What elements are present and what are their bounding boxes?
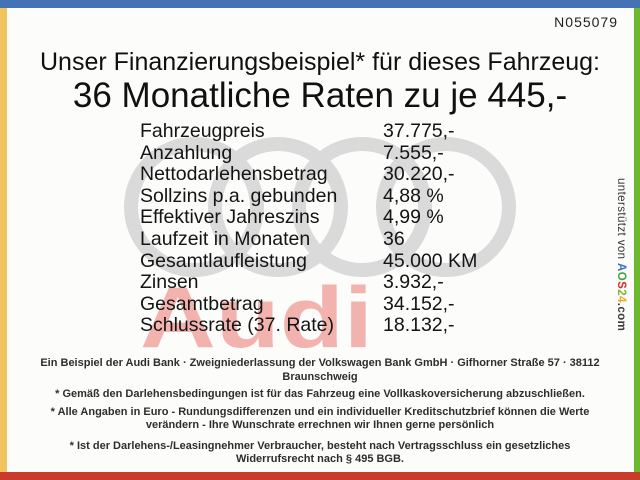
row-label: Fahrzeugpreis (140, 120, 265, 142)
table-row: Fahrzeugpreis 37.775,- (140, 120, 477, 143)
row-label: Laufzeit in Monaten (140, 227, 311, 250)
brand-letter: A (615, 263, 627, 272)
document-number: N055079 (554, 14, 618, 30)
row-label: Schlussrate (37. Rate) (140, 314, 335, 337)
table-row: Gesamtbetrag 34.152,- (140, 292, 477, 316)
row-value: 30.220,- (383, 163, 455, 186)
brand-letter: O (615, 271, 627, 282)
row-value: 4,88 % (383, 184, 444, 207)
row-label: Gesamtlaufleistung (140, 249, 307, 272)
brand-letter: 4 (615, 295, 627, 303)
finance-table: Fahrzeugpreis 37.775,- Anzahlung 7.555,-… (140, 120, 478, 337)
row-value: 18.132,- (383, 314, 455, 337)
row-label: Gesamtbetrag (140, 292, 264, 315)
legal-footer: Ein Beispiel der Audi Bank · Zweignieder… (30, 357, 610, 471)
page-subtitle: 36 Monatliche Raten zu je 445,- (72, 76, 568, 115)
row-value: 4,99 % (383, 206, 444, 229)
footer-line-vollkasko: * Gemäß den Darlehensbedingungen ist für… (55, 388, 585, 400)
brand-letter: 2 (615, 289, 627, 296)
table-row: Nettodarlehensbetrag 30.220,- (140, 164, 477, 186)
frame-border-top (0, 0, 640, 8)
table-row: Laufzeit in Monaten 36 (140, 227, 477, 251)
audi-text-watermark: Audi (140, 270, 373, 366)
row-value: 34.152,- (383, 292, 455, 315)
attribution-suffix: .com (615, 302, 627, 332)
attribution-vertical-text: unterstützt von AOS24.com (615, 178, 627, 331)
page-title: Unser Finanzierungsbeispiel* für dieses … (39, 48, 600, 76)
footer-line-angaben: * Alle Angaben in Euro - Rundungsdiffere… (50, 405, 590, 432)
row-label: Sollzins p.a. gebunden (140, 184, 338, 207)
row-label: Anzahlung (140, 141, 233, 164)
frame-border-right (634, 8, 640, 472)
table-row: Sollzins p.a. gebunden 4,88 % (140, 184, 477, 208)
row-value: 45.000 KM (383, 249, 478, 272)
attribution-prefix: unterstützt von (615, 178, 627, 264)
row-value: 3.932,- (383, 271, 444, 294)
row-label: Nettodarlehensbetrag (140, 163, 328, 186)
frame-border-bottom (0, 472, 640, 480)
table-row: Zinsen 3.932,- (140, 272, 477, 294)
footer-line-bank: Ein Beispiel der Audi Bank · Zweignieder… (40, 357, 600, 383)
row-label: Effektiver Jahreszins (140, 206, 320, 229)
table-row: Schlussrate (37. Rate) 18.132,- (140, 315, 477, 337)
row-value: 37.775,- (383, 120, 455, 142)
row-value: 36 (383, 227, 405, 250)
table-row: Effektiver Jahreszins 4,99 % (140, 207, 477, 229)
table-row: Anzahlung 7.555,- (140, 141, 477, 165)
table-row: Gesamtlaufleistung 45.000 KM (140, 249, 478, 273)
brand-letter: S (615, 281, 627, 290)
row-label: Zinsen (140, 271, 199, 294)
audi-rings-icon (124, 137, 516, 277)
row-value: 7.555,- (383, 141, 444, 164)
footer-line-widerruf: * Ist der Darlehens-/Leasingnehmer Verbr… (69, 439, 571, 466)
frame-border-left (0, 8, 7, 472)
